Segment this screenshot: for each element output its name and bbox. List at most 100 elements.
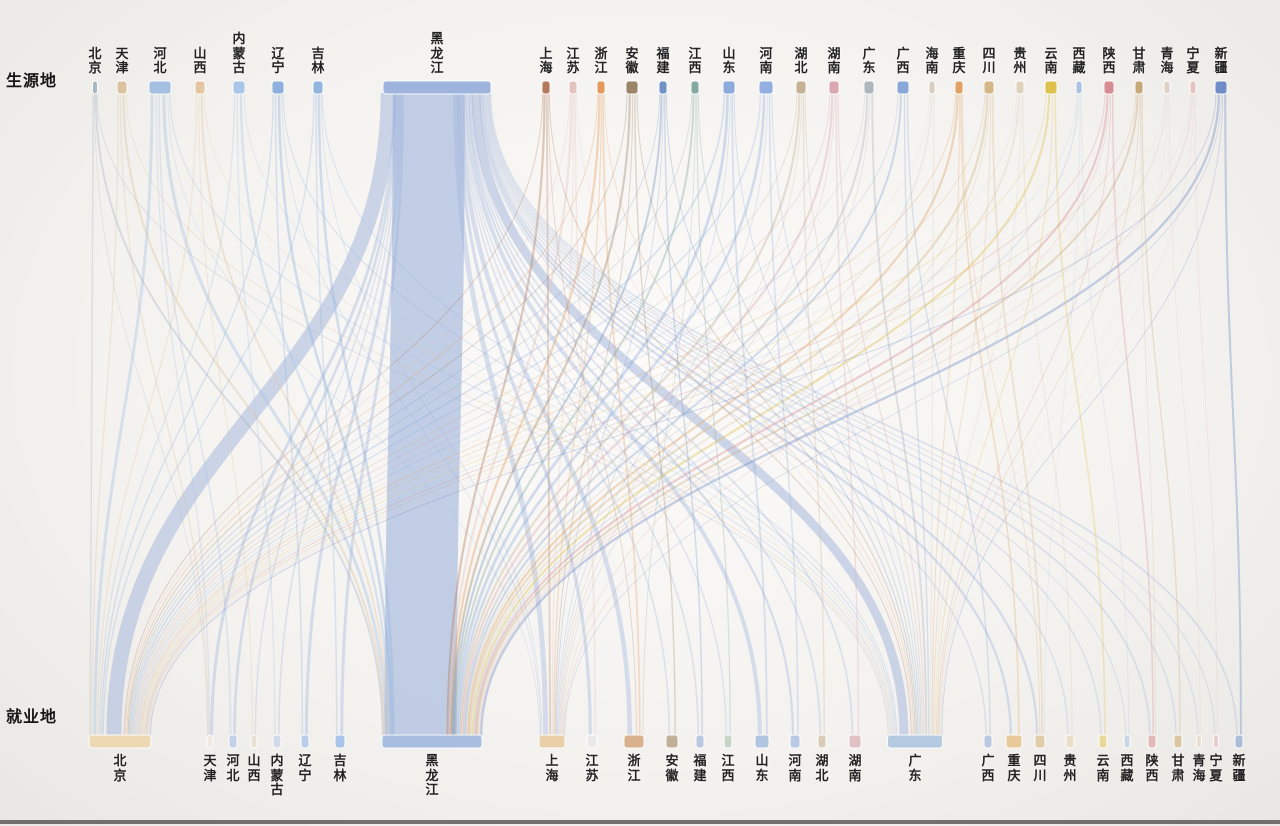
node-top[interactable] — [1015, 80, 1025, 95]
node-bottom[interactable] — [1065, 734, 1075, 749]
flow-link — [1111, 92, 1154, 737]
node-top[interactable] — [795, 80, 807, 95]
node-bottom[interactable] — [723, 734, 733, 749]
flow-link — [304, 92, 403, 737]
node-bottom[interactable] — [1005, 734, 1023, 749]
node-top[interactable] — [1163, 80, 1171, 95]
flow-link — [554, 92, 634, 737]
flow-link — [119, 92, 210, 737]
node-bottom[interactable] — [789, 734, 801, 749]
node-bottom[interactable] — [887, 734, 943, 749]
flow-link — [102, 92, 315, 737]
flow-link — [558, 92, 768, 737]
flow-link — [93, 92, 154, 737]
node-bottom[interactable] — [538, 734, 566, 749]
flow-link — [274, 92, 304, 737]
flow-link — [636, 92, 916, 737]
node-bottom[interactable] — [300, 734, 310, 749]
flow-link — [557, 92, 731, 737]
node-bottom[interactable] — [250, 734, 258, 749]
flow-link — [139, 92, 930, 737]
node-bottom[interactable] — [206, 734, 214, 749]
bottom-border-line — [0, 820, 1280, 824]
node-bottom[interactable] — [1123, 734, 1131, 749]
node-top[interactable] — [690, 80, 700, 95]
node-top[interactable] — [1214, 80, 1228, 95]
node-top[interactable] — [116, 80, 128, 95]
node-bottom[interactable] — [228, 734, 238, 749]
node-bottom[interactable] — [623, 734, 645, 749]
node-bottom[interactable] — [381, 734, 483, 749]
flow-link — [145, 92, 1077, 737]
node-top[interactable] — [596, 80, 606, 95]
node-top[interactable] — [928, 80, 936, 95]
node-top[interactable] — [896, 80, 910, 95]
flow-link — [137, 92, 866, 737]
node-top[interactable] — [1189, 80, 1197, 95]
flow-link — [931, 92, 960, 737]
node-top[interactable] — [92, 80, 98, 95]
node-top[interactable] — [658, 80, 668, 95]
node-bottom[interactable] — [665, 734, 679, 749]
flow-link — [468, 92, 794, 737]
flow-link — [665, 92, 917, 737]
node-top[interactable] — [1044, 80, 1058, 95]
node-bottom[interactable] — [1213, 734, 1219, 749]
node-top[interactable] — [541, 80, 551, 95]
flow-link — [140, 92, 957, 737]
node-bottom[interactable] — [586, 734, 598, 749]
flow-link — [210, 92, 397, 737]
node-top[interactable] — [1103, 80, 1115, 95]
node-top[interactable] — [194, 80, 206, 95]
node-top[interactable] — [568, 80, 578, 95]
node-top[interactable] — [983, 80, 995, 95]
flow-link — [455, 92, 729, 737]
node-top[interactable] — [148, 80, 172, 95]
flow-link — [483, 92, 1069, 737]
node-bottom[interactable] — [754, 734, 770, 749]
flow-link — [278, 92, 400, 737]
flow-link — [277, 92, 393, 737]
flow-link — [143, 92, 1018, 737]
node-bottom[interactable] — [1098, 734, 1108, 749]
flow-link — [147, 92, 1136, 737]
node-bottom[interactable] — [334, 734, 346, 749]
node-top[interactable] — [758, 80, 774, 95]
node-bottom[interactable] — [1034, 734, 1046, 749]
node-top[interactable] — [828, 80, 840, 95]
node-top[interactable] — [382, 80, 492, 95]
node-top[interactable] — [1134, 80, 1144, 95]
node-bottom[interactable] — [695, 734, 705, 749]
node-top[interactable] — [625, 80, 639, 95]
node-bottom[interactable] — [817, 734, 827, 749]
flow-link — [929, 92, 935, 737]
node-bottom[interactable] — [272, 734, 282, 749]
node-bottom[interactable] — [1196, 734, 1202, 749]
flow-link — [320, 92, 543, 737]
node-bottom[interactable] — [88, 734, 152, 749]
flow-link — [149, 92, 1217, 737]
node-top[interactable] — [1075, 80, 1083, 95]
node-bottom[interactable] — [848, 734, 862, 749]
node-top[interactable] — [722, 80, 736, 95]
flow-link — [563, 92, 1110, 737]
flow-link — [236, 92, 276, 737]
flow-link — [835, 92, 860, 737]
node-bottom[interactable] — [1173, 734, 1183, 749]
node-top[interactable] — [232, 80, 246, 95]
flow-link — [941, 92, 1224, 737]
flow-link — [254, 92, 399, 737]
node-top[interactable] — [863, 80, 875, 95]
node-bottom[interactable] — [983, 734, 993, 749]
node-bottom[interactable] — [1147, 734, 1157, 749]
flow-link — [203, 92, 894, 737]
flow-link — [91, 92, 119, 737]
node-top[interactable] — [954, 80, 964, 95]
node-top[interactable] — [271, 80, 285, 95]
flow-link — [465, 92, 762, 737]
node-top[interactable] — [312, 80, 324, 95]
flow-link — [991, 92, 1044, 737]
flow-link — [871, 92, 928, 737]
node-bottom[interactable] — [1234, 734, 1244, 749]
flow-link — [169, 92, 892, 737]
